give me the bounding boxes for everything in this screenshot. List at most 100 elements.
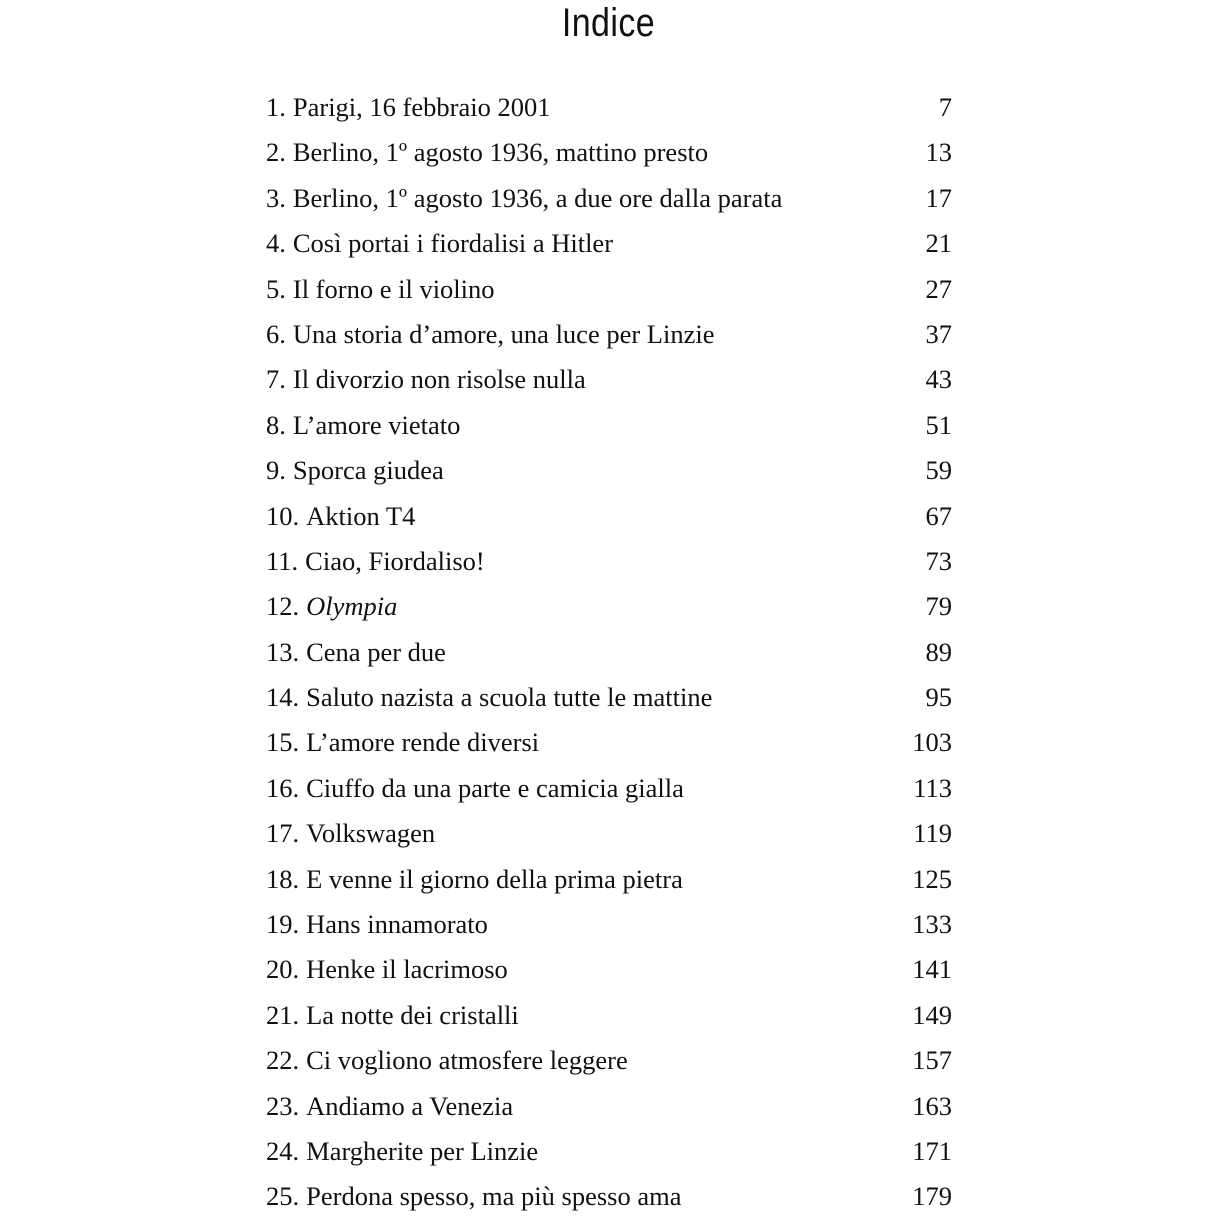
entry-number: 21. [266, 999, 300, 1030]
entry-number: 25. [266, 1181, 300, 1212]
dot-leader [489, 550, 924, 570]
entry-title: Il divorzio non risolse nulla [292, 364, 586, 395]
dot-leader [687, 868, 910, 888]
toc-entry: 18.E venne il giorno della prima pietra 1… [266, 857, 952, 902]
entry-title: Ciuffo da una parte e camicia gialla [306, 772, 684, 803]
toc-entry: 17.Volkswagen 119 [266, 811, 952, 856]
entry-page-number: 79 [925, 591, 953, 622]
toc-entry: 3. Berlino, 1º agosto 1936, a due ore dal… [266, 176, 952, 221]
toc-entry: 2. Berlino, 1º agosto 1936, mattino prest… [266, 130, 952, 175]
dot-leader [448, 459, 924, 479]
entry-page-number: 51 [925, 409, 953, 440]
entry-number: 7. [266, 364, 286, 395]
entry-number: 1. [266, 92, 286, 122]
entry-number: 6. [266, 318, 286, 349]
entry-page-number: 27 [925, 273, 953, 304]
entry-page-number: 157 [912, 1045, 952, 1076]
toc-entry: 14. Saluto nazista a scuola tutte le matt… [266, 675, 952, 720]
dot-leader [499, 278, 924, 298]
entry-page-number: 21 [925, 228, 953, 259]
toc-entry: 11.Ciao, Fiordaliso! 73 [266, 539, 952, 584]
entry-page-number: 17 [925, 182, 953, 213]
entry-title: Cena per due [306, 636, 446, 667]
entry-number: 16. [266, 772, 300, 803]
toc-entry: 21.La notte dei cristalli 149 [266, 993, 952, 1038]
dot-leader [554, 96, 936, 116]
entry-number: 22. [266, 1045, 300, 1076]
entry-page-number: 37 [925, 318, 953, 349]
toc-entry: 25.Perdona spesso, ma più spesso ama 179 [266, 1174, 952, 1219]
entry-number: 5. [266, 273, 286, 304]
entry-page-number: 133 [912, 909, 952, 940]
dot-leader [688, 777, 911, 797]
toc-entry: 16.Ciuffo da una parte e camicia gialla 1… [266, 766, 952, 811]
entry-title: Margherite per Linzie [306, 1135, 539, 1166]
entry-number: 11. [266, 545, 299, 576]
dot-leader [718, 323, 923, 343]
toc-entry: 12.Olympia 79 [266, 584, 952, 629]
toc-entry: 15.L’amore rende diversi 103 [266, 720, 952, 765]
entry-page-number: 125 [912, 863, 952, 894]
dot-leader [517, 1095, 910, 1115]
dot-leader [464, 414, 923, 434]
toc-entry: 24.Margherite per Linzie 171 [266, 1129, 952, 1174]
entry-page-number: 119 [913, 818, 952, 849]
entry-page-number: 179 [912, 1181, 952, 1212]
entry-page-number: 7 [938, 92, 952, 122]
dot-leader [786, 187, 923, 207]
entry-page-number: 13 [925, 137, 953, 168]
dot-leader [590, 368, 924, 388]
entry-title: Una storia d’amore, una luce per Linzie [292, 318, 715, 349]
entry-number: 17. [266, 818, 300, 849]
entry-page-number: 113 [913, 772, 952, 803]
entry-title: Così portai i fiordalisi a Hitler [292, 228, 614, 259]
entry-title: Perdona spesso, ma più spesso ama [306, 1181, 682, 1212]
entry-page-number: 67 [925, 500, 953, 531]
entry-title: E venne il giorno della prima pietra [306, 863, 683, 894]
toc-entry: 7.Il divorzio non risolse nulla 43 [266, 357, 952, 402]
entry-number: 23. [266, 1090, 300, 1121]
entry-page-number: 141 [912, 954, 952, 985]
toc-entry: 19.Hans innamorato 133 [266, 902, 952, 947]
table-of-contents: 1.Parigi, 16 febbraio 2001 7 2.Berlino, 1º… [266, 85, 952, 1220]
entry-title: Saluto nazista a scuola tutte le mattine [306, 682, 713, 713]
dot-leader [439, 822, 912, 842]
entry-title: Sporca giudea [292, 455, 444, 486]
entry-title: Ciao, Fiordaliso! [305, 545, 485, 576]
entry-number: 9. [266, 455, 286, 486]
dot-leader [492, 913, 910, 933]
entry-number: 14. [266, 682, 300, 713]
dot-leader [686, 1185, 911, 1205]
dot-leader [716, 686, 923, 706]
toc-entry: 5.Il forno e il violino 27 [266, 267, 952, 312]
toc-entry: 23.Andiamo a Venezia 163 [266, 1084, 952, 1129]
dot-leader [712, 141, 923, 161]
dot-leader [512, 958, 910, 978]
entry-title: L’amore rende diversi [306, 727, 540, 758]
entry-title: Berlino, 1º agosto 1936, a due ore dalla… [292, 182, 783, 213]
entry-number: 20. [266, 954, 300, 985]
toc-entry: 8.L’amore vietato 51 [266, 403, 952, 448]
entry-page-number: 43 [925, 364, 953, 395]
entry-number: 19. [266, 909, 300, 940]
entry-number: 4. [266, 228, 286, 259]
toc-entry: 6. Una storia d’amore, una luce per Linzi… [266, 312, 952, 357]
dot-leader [419, 505, 923, 525]
entry-title: Il forno e il violino [292, 273, 495, 304]
entry-page-number: 163 [912, 1090, 952, 1121]
entry-page-number: 171 [912, 1135, 952, 1166]
dot-leader [523, 1004, 910, 1024]
toc-entry: 10.Aktion T4 67 [266, 494, 952, 539]
entry-title: Volkswagen [306, 818, 436, 849]
entry-title: Aktion T4 [306, 500, 416, 531]
entry-page-number: 103 [912, 727, 952, 758]
entry-title: Ci vogliono atmosfere leggere [306, 1045, 628, 1076]
entry-number: 10. [266, 500, 300, 531]
entry-page-number: 95 [925, 682, 953, 713]
dot-leader [632, 1049, 911, 1069]
dot-leader [542, 1140, 911, 1160]
page-title: Indice [561, 1, 656, 45]
entry-page-number: 89 [925, 636, 953, 667]
toc-entry: 22.Ci vogliono atmosfere leggere 157 [266, 1038, 952, 1083]
entry-number: 3. [266, 182, 286, 213]
